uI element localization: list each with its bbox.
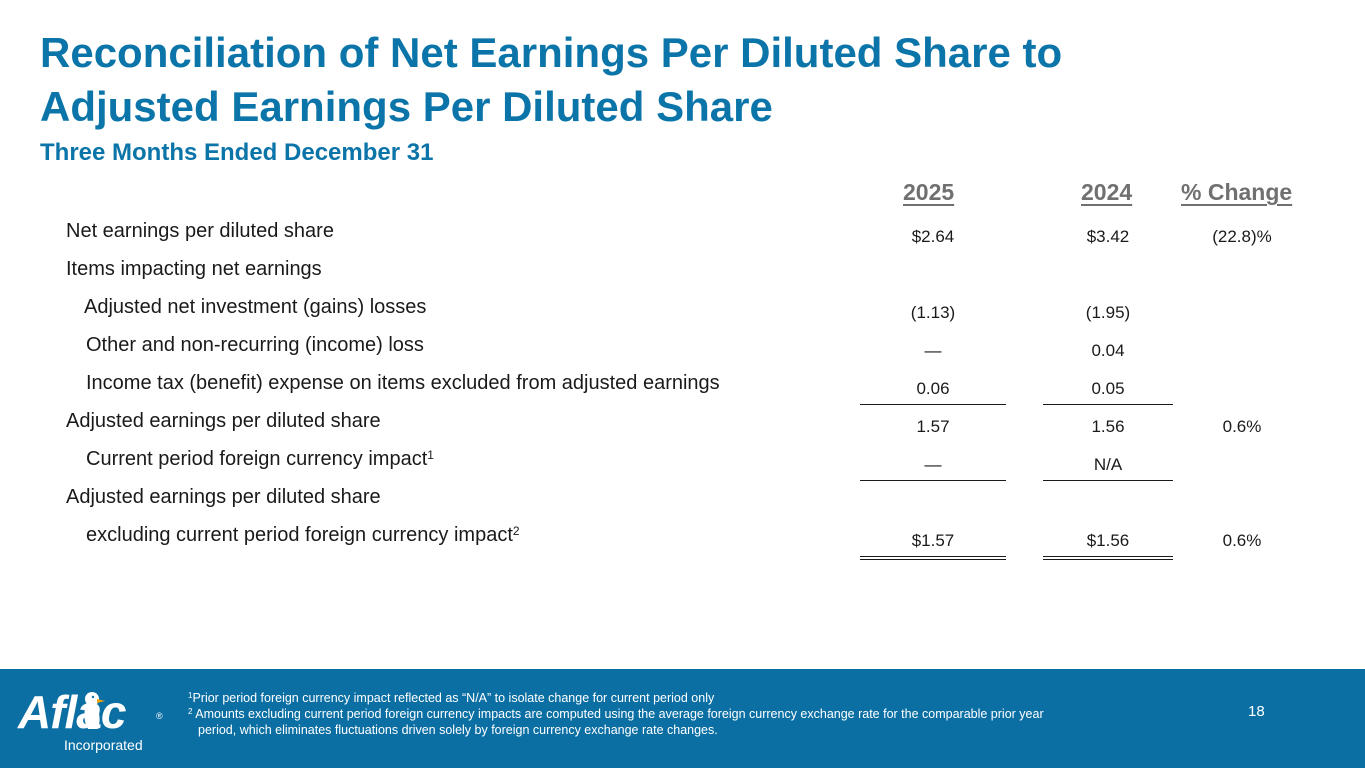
- row-label: excluding current period foreign currenc…: [86, 524, 520, 546]
- row-label: Adjusted net investment (gains) losses: [84, 296, 427, 318]
- value-2024: (1.95): [1085, 303, 1131, 322]
- column-header-2024: 2024: [1081, 179, 1133, 205]
- value-2024: $3.42: [1086, 227, 1130, 246]
- value-pct-change: (22.8)%: [1212, 227, 1272, 246]
- value-2025: —: [924, 341, 942, 360]
- table-row: excluding current period foreign currenc…: [0, 524, 1365, 562]
- column-header-pct-change: % Change: [1181, 179, 1293, 205]
- table-row: Current period foreign currency impact1 …: [0, 448, 1365, 486]
- value-2024: N/A: [1043, 454, 1173, 481]
- value-pct-change: 0.6%: [1222, 417, 1262, 436]
- logo-wordmark: Aflac: [18, 686, 126, 738]
- value-2024: 1.56: [1091, 417, 1125, 436]
- value-2025: —: [860, 454, 1006, 481]
- footnote-marker: 2: [512, 524, 520, 538]
- page-title: Reconciliation of Net Earnings Per Dilut…: [40, 29, 1063, 130]
- row-label: Items impacting net earnings: [66, 258, 322, 280]
- footer-bar: Aflac ® Incorporated 1Prior period forei…: [0, 669, 1365, 768]
- table-row: Net earnings per diluted share $2.64 $3.…: [0, 220, 1365, 258]
- registered-mark: ®: [156, 711, 163, 721]
- value-pct-change: 0.6%: [1222, 531, 1262, 550]
- value-2025: $1.57: [860, 530, 1006, 560]
- table-row: Adjusted net investment (gains) losses (…: [0, 296, 1365, 334]
- logo-subtext: Incorporated: [64, 737, 143, 753]
- value-2024: 0.04: [1091, 341, 1125, 360]
- footnote-2: 2 Amounts excluding current period forei…: [188, 707, 1044, 721]
- row-label: Net earnings per diluted share: [66, 220, 334, 242]
- aflac-logo: Aflac ® Incorporated: [16, 685, 166, 755]
- table-row: Items impacting net earnings: [0, 258, 1365, 296]
- value-2024: $1.56: [1043, 530, 1173, 560]
- row-label: Adjusted earnings per diluted share: [66, 410, 381, 432]
- table-row: Adjusted earnings per diluted share: [0, 486, 1365, 524]
- footnote-2-continued: period, which eliminates fluctuations dr…: [198, 723, 718, 737]
- row-label: Income tax (benefit) expense on items ex…: [86, 372, 720, 394]
- footnotes: 1Prior period foreign currency impact re…: [188, 690, 1188, 738]
- value-2025: $2.64: [911, 227, 955, 246]
- footnote-marker: 1: [427, 448, 434, 462]
- value-2024: 0.05: [1043, 378, 1173, 405]
- row-label: Other and non-recurring (income) loss: [86, 334, 424, 356]
- footnote-1: 1Prior period foreign currency impact re…: [188, 691, 715, 705]
- duck-icon: [84, 692, 105, 729]
- table-row: Adjusted earnings per diluted share 1.57…: [0, 410, 1365, 448]
- page-subtitle: Three Months Ended December 31: [40, 139, 434, 166]
- value-2025: (1.13): [910, 303, 956, 322]
- row-label: Adjusted earnings per diluted share: [66, 486, 381, 508]
- value-2025: 1.57: [916, 417, 950, 436]
- page-number: 18: [1248, 703, 1265, 720]
- table-row: Other and non-recurring (income) loss — …: [0, 334, 1365, 372]
- column-header-2025: 2025: [903, 179, 955, 205]
- row-label: Current period foreign currency impact1: [86, 448, 434, 470]
- value-2025: 0.06: [860, 378, 1006, 405]
- table-row: Income tax (benefit) expense on items ex…: [0, 372, 1365, 410]
